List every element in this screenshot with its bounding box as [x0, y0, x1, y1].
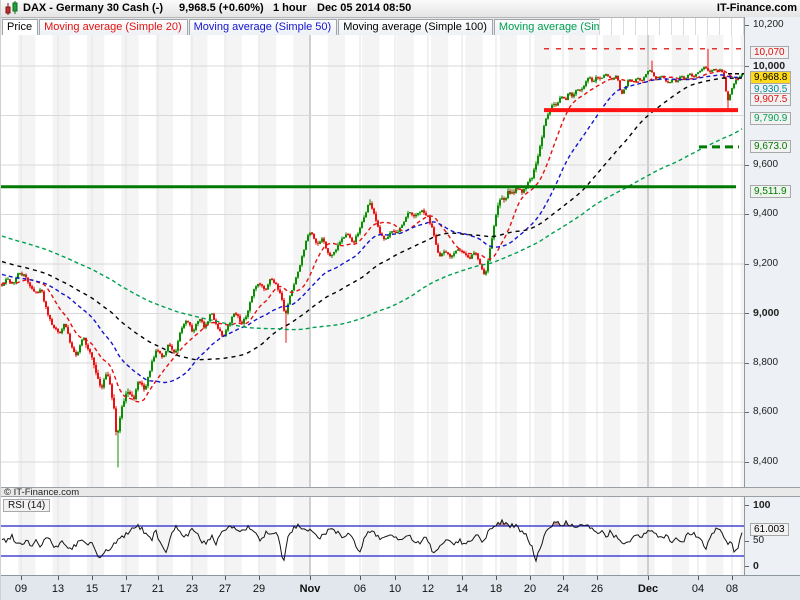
toolbar-empty-cells: [599, 18, 744, 35]
y-axis-tick: [745, 462, 749, 463]
copyright-text: © IT-Finance.com: [4, 487, 80, 498]
y-axis-label: 8,800: [753, 357, 779, 368]
y-axis-label: 8,400: [753, 456, 779, 467]
candlestick-icon: [5, 1, 18, 15]
x-axis-tick: [563, 576, 564, 580]
x-axis-label: 23: [185, 583, 199, 595]
x-axis-label: 26: [590, 583, 604, 595]
y-axis-label: 9,200: [753, 258, 779, 269]
x-axis-tick: [428, 576, 429, 580]
x-axis-tick: [259, 576, 260, 580]
x-axis-tick: [92, 576, 93, 580]
y-axis-label: 8,600: [753, 406, 779, 417]
brand-link[interactable]: IT-Finance.com: [716, 2, 797, 14]
x-axis-label: 10: [388, 583, 402, 595]
x-axis-label: 12: [421, 583, 435, 595]
x-axis-tick: [732, 576, 733, 580]
price-level-label: 9,511.9: [750, 185, 791, 198]
x-axis-tick: [310, 576, 311, 580]
x-axis-tick: [648, 576, 649, 580]
legend-ma20[interactable]: Moving average (Simple 20): [39, 19, 188, 36]
x-axis-label: 15: [85, 583, 99, 595]
legend-ma100[interactable]: Moving average (Simple 100): [338, 19, 493, 36]
x-axis-label: Nov: [299, 583, 321, 595]
rsi-label[interactable]: RSI (14): [3, 499, 51, 512]
x-axis-label: 06: [353, 583, 367, 595]
x-axis-label: 09: [14, 583, 28, 595]
x-axis-tick: [530, 576, 531, 580]
x-axis-label: 18: [489, 583, 503, 595]
y-axis-label: 9,600: [753, 159, 779, 170]
instrument-title: DAX - Germany 30 Cash (-): [23, 2, 163, 14]
y-axis-tick: [745, 66, 749, 67]
x-axis-label: 13: [51, 583, 65, 595]
y-axis-tick: [745, 25, 749, 26]
y-axis-label: 10,000: [753, 60, 786, 72]
y-axis-tick: [745, 264, 749, 265]
rsi-axis-label: 100: [753, 499, 771, 511]
price-level-label: 9,790.9: [750, 112, 792, 125]
legend-ma50[interactable]: Moving average (Simple 50): [188, 19, 338, 36]
x-axis-label: 08: [725, 583, 739, 595]
x-axis-label: 29: [252, 583, 266, 595]
x-axis-tick: [597, 576, 598, 580]
price-level-label: 10,070: [750, 46, 789, 59]
x-axis-label: 24: [556, 583, 570, 595]
y-axis-tick: [745, 412, 749, 413]
y-axis-tick: [745, 214, 749, 215]
datetime-label: Dec 05 2014 08:50: [317, 2, 412, 14]
legend-bar: Price Moving average (Simple 20) Moving av…: [1, 18, 649, 36]
x-axis-tick: [192, 576, 193, 580]
y-axis-label: 9,000: [753, 307, 780, 319]
x-axis-tick: [126, 576, 127, 580]
x-axis-tick: [58, 576, 59, 580]
title-bar: DAX - Germany 30 Cash (-) 9,968.5 (+0.60…: [1, 0, 800, 18]
rsi-axis: 100 50 0 61.003: [744, 497, 800, 575]
ma-line-50: [1, 74, 743, 384]
x-axis-label: 17: [119, 583, 133, 595]
price-level-label: 9,907.5: [750, 93, 792, 106]
timeframe-label[interactable]: 1 hour: [273, 2, 307, 14]
rsi-axis-label: 50: [753, 535, 765, 546]
rsi-plot[interactable]: RSI (14): [1, 497, 744, 575]
rsi-axis-tick: [745, 541, 749, 542]
price-axis[interactable]: 10,200 10,000 9,600 9,400 9,200 9,000 8,…: [744, 17, 800, 487]
ma-line-20: [1, 70, 743, 403]
time-axis[interactable]: 09 13 15 17 21 23 27 29 Nov 06 10 12 14 …: [1, 575, 800, 600]
x-axis-tick: [158, 576, 159, 580]
rsi-axis-tick: [745, 566, 749, 567]
x-axis-tick: [698, 576, 699, 580]
x-axis-label: 27: [218, 583, 232, 595]
y-axis-label: 10,200: [753, 19, 784, 30]
x-axis-tick: [462, 576, 463, 580]
rsi-axis-tick: [745, 505, 749, 506]
x-axis-tick: [360, 576, 361, 580]
copyright-band: © IT-Finance.com: [1, 487, 800, 497]
y-axis-tick: [745, 363, 749, 364]
x-axis-tick: [21, 576, 22, 580]
y-axis-tick: [745, 313, 749, 314]
x-axis-label: 14: [455, 583, 469, 595]
x-axis-label: Dec: [637, 583, 659, 595]
x-axis-label: 20: [523, 583, 537, 595]
rsi-line: [1, 518, 743, 563]
x-axis-label: 04: [691, 583, 705, 595]
price-chart-plot[interactable]: [1, 35, 744, 487]
x-axis-label: 21: [151, 583, 165, 595]
x-axis-tick: [496, 576, 497, 580]
last-price-change: 9,968.5 (+0.60%): [179, 2, 264, 14]
y-axis-tick: [745, 165, 749, 166]
rsi-axis-label: 0: [753, 560, 759, 572]
ma-line-200: [1, 128, 743, 331]
y-axis-label: 9,400: [753, 208, 779, 219]
x-axis-tick: [395, 576, 396, 580]
rsi-value-label: 61.003: [750, 523, 789, 536]
x-axis-tick: [225, 576, 226, 580]
legend-price[interactable]: Price: [2, 19, 39, 36]
price-level-label: 9,673.0: [750, 140, 792, 153]
